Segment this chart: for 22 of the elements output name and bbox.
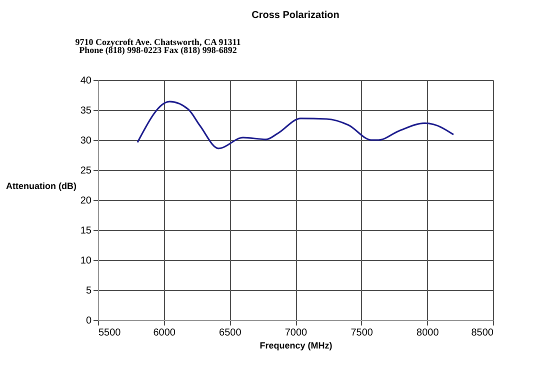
y-tick-label: 0 — [86, 316, 92, 326]
line-series — [136, 100, 454, 150]
y-tick-label: 40 — [80, 76, 92, 86]
x-tick-label: 7500 — [350, 328, 374, 338]
y-tick-label: 5 — [86, 286, 92, 296]
x-tick-label: 8000 — [416, 328, 440, 338]
x-tick-label: 8500 — [471, 328, 494, 338]
y-axis-title: Attenuation (dB) — [6, 180, 76, 191]
y-tick-label: 15 — [80, 226, 92, 236]
text: Phone (818) 998-0223 Fax (818) 998-6892 — [79, 45, 238, 55]
x-tick-label: 5500 — [98, 328, 122, 338]
x-tick-label: 6000 — [153, 328, 176, 338]
x-tick-label: 7000 — [284, 328, 308, 338]
y-tick-label: 35 — [80, 106, 92, 116]
x-tick-label: 6500 — [219, 328, 242, 338]
chart-title: Cross Polarization — [252, 10, 340, 21]
x-axis-title: Frequency (MHz) — [260, 340, 332, 350]
y-tick-label: 10 — [80, 256, 92, 266]
y-tick-label: 25 — [80, 166, 92, 176]
y-tick-label: 30 — [80, 136, 92, 146]
y-tick-label: 20 — [80, 196, 92, 206]
text: 9710 Cozycroft Ave. Chatsworth, CA 91311 — [75, 37, 242, 47]
